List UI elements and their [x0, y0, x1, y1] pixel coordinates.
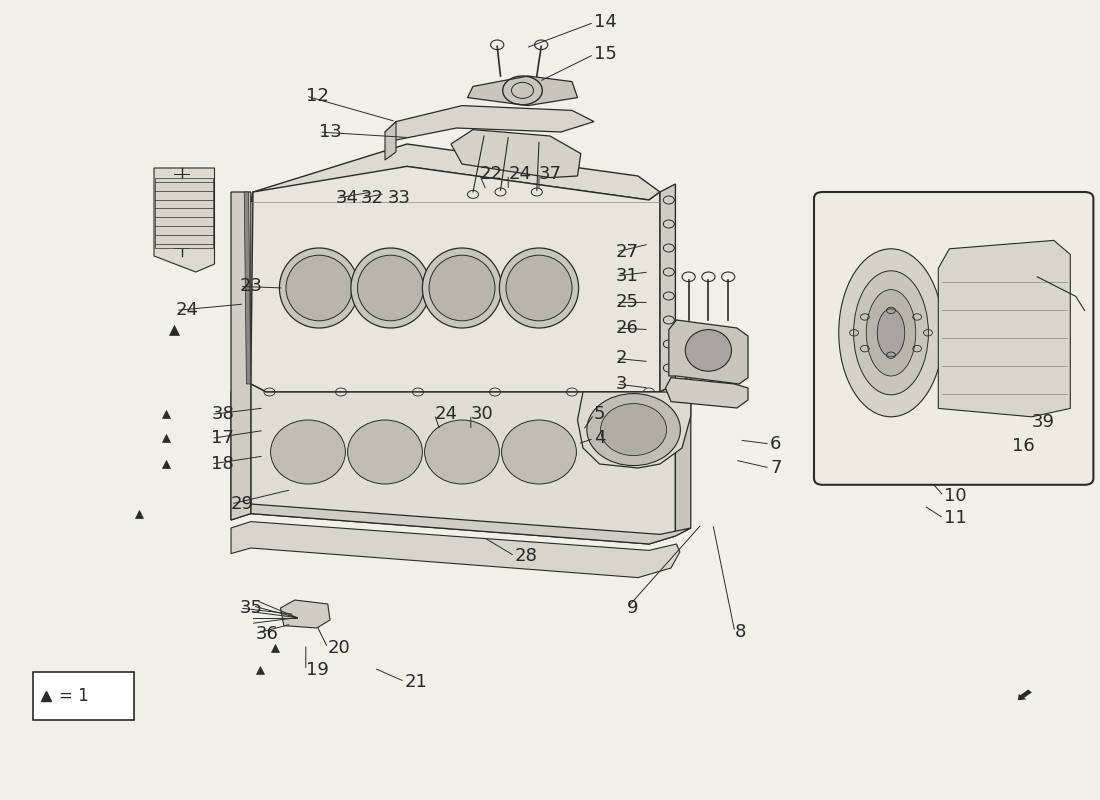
Text: 18: 18 — [211, 455, 234, 473]
Ellipse shape — [499, 248, 579, 328]
Polygon shape — [251, 144, 660, 202]
Text: 4: 4 — [594, 430, 605, 447]
Text: 9: 9 — [627, 599, 638, 617]
Ellipse shape — [422, 248, 502, 328]
Text: 29: 29 — [231, 495, 254, 513]
Polygon shape — [675, 376, 691, 536]
Text: 39: 39 — [1032, 414, 1055, 431]
Polygon shape — [154, 168, 215, 272]
FancyBboxPatch shape — [814, 192, 1093, 485]
Polygon shape — [251, 384, 675, 544]
Text: 2: 2 — [616, 350, 627, 367]
Ellipse shape — [854, 270, 928, 394]
Polygon shape — [280, 600, 330, 628]
Text: 30: 30 — [471, 406, 494, 423]
Ellipse shape — [878, 309, 905, 357]
Ellipse shape — [286, 255, 352, 321]
Text: 34: 34 — [336, 190, 359, 207]
Text: 14: 14 — [594, 14, 617, 31]
Text: 10: 10 — [944, 487, 967, 505]
Text: 17: 17 — [211, 430, 234, 447]
Ellipse shape — [586, 394, 680, 466]
Text: 16: 16 — [1012, 438, 1035, 455]
Text: 36: 36 — [255, 625, 278, 642]
Text: = 1: = 1 — [59, 687, 89, 705]
Text: 15: 15 — [594, 46, 617, 63]
Polygon shape — [451, 130, 581, 178]
Polygon shape — [385, 122, 396, 160]
Text: 24: 24 — [434, 406, 458, 423]
Text: 3: 3 — [616, 375, 627, 393]
Text: 24: 24 — [508, 166, 531, 183]
Text: 8: 8 — [735, 623, 746, 641]
Text: 12: 12 — [306, 87, 329, 105]
Ellipse shape — [685, 330, 732, 371]
Polygon shape — [666, 378, 748, 408]
Text: 19: 19 — [306, 662, 329, 679]
Polygon shape — [251, 166, 660, 392]
Text: 32: 32 — [361, 190, 384, 207]
Ellipse shape — [839, 249, 944, 417]
Text: 27: 27 — [616, 243, 639, 261]
Text: 20: 20 — [328, 639, 351, 657]
Text: 6: 6 — [770, 435, 781, 453]
Ellipse shape — [279, 248, 359, 328]
Polygon shape — [578, 384, 691, 468]
Text: 33: 33 — [387, 190, 410, 207]
Polygon shape — [468, 76, 578, 106]
Text: 5: 5 — [594, 406, 605, 423]
Polygon shape — [889, 306, 968, 362]
Polygon shape — [251, 504, 691, 544]
Polygon shape — [385, 106, 594, 140]
Ellipse shape — [601, 403, 667, 455]
Text: 13: 13 — [319, 123, 342, 141]
Ellipse shape — [358, 255, 424, 321]
Ellipse shape — [348, 420, 422, 484]
Ellipse shape — [351, 248, 430, 328]
Ellipse shape — [867, 290, 916, 376]
Text: 26: 26 — [616, 319, 639, 337]
Polygon shape — [660, 184, 675, 392]
Polygon shape — [231, 192, 251, 520]
Polygon shape — [231, 522, 680, 578]
Ellipse shape — [425, 420, 499, 484]
Polygon shape — [938, 240, 1070, 417]
Bar — [155, 178, 213, 248]
Text: 24: 24 — [176, 302, 199, 319]
Ellipse shape — [271, 420, 345, 484]
Text: 31: 31 — [616, 267, 639, 285]
Text: 21: 21 — [405, 673, 428, 690]
Text: 7: 7 — [770, 459, 781, 477]
Text: 25: 25 — [616, 294, 639, 311]
Text: 28: 28 — [515, 547, 538, 565]
Text: 11: 11 — [944, 510, 967, 527]
Ellipse shape — [506, 255, 572, 321]
Text: 38: 38 — [211, 406, 234, 423]
Ellipse shape — [502, 420, 576, 484]
Text: 35: 35 — [240, 599, 263, 617]
Ellipse shape — [429, 255, 495, 321]
Bar — [33, 672, 134, 720]
Polygon shape — [669, 320, 748, 384]
Text: 37: 37 — [539, 166, 562, 183]
Polygon shape — [244, 192, 251, 384]
Polygon shape — [1020, 691, 1030, 698]
Polygon shape — [231, 384, 251, 520]
Text: 22: 22 — [480, 166, 503, 183]
Text: 23: 23 — [240, 278, 263, 295]
